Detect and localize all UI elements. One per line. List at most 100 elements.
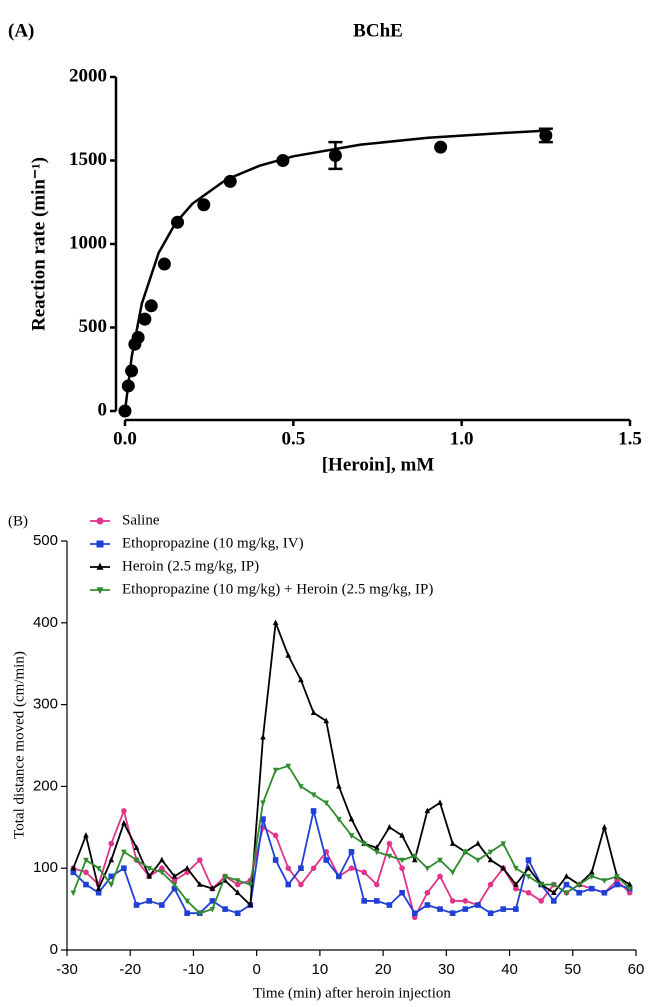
- marker: [298, 881, 304, 888]
- marker: [272, 857, 279, 863]
- marker: [576, 882, 582, 888]
- marker: [298, 865, 304, 871]
- y-tick-label: 1500: [69, 149, 107, 170]
- marker: [159, 865, 165, 871]
- legend-label: Heroin (2.5 mg/kg, IP): [122, 558, 259, 574]
- marker: [551, 898, 557, 904]
- marker: [171, 882, 178, 888]
- marker: [260, 800, 266, 807]
- marker: [285, 763, 292, 770]
- marker: [83, 881, 89, 888]
- marker: [348, 833, 355, 839]
- x-tick-label: 60: [628, 961, 645, 978]
- marker: [588, 874, 595, 880]
- marker: [462, 906, 469, 912]
- x-tick-label: 30: [438, 961, 455, 978]
- marker: [146, 865, 152, 872]
- marker: [144, 299, 158, 313]
- marker: [234, 910, 241, 916]
- marker: [272, 767, 279, 774]
- marker: [614, 881, 620, 888]
- marker: [487, 849, 494, 856]
- marker: [70, 869, 77, 876]
- y-tick-label: 400: [33, 614, 58, 631]
- marker: [285, 865, 292, 871]
- marker: [222, 874, 228, 880]
- marker: [159, 856, 165, 863]
- panel-label: (B): [8, 513, 28, 529]
- marker: [437, 857, 443, 864]
- marker: [348, 849, 355, 855]
- marker: [196, 857, 203, 863]
- marker: [121, 808, 127, 814]
- marker: [310, 792, 317, 798]
- marker: [133, 857, 140, 864]
- marker: [323, 857, 330, 863]
- marker: [626, 886, 633, 893]
- marker: [96, 562, 104, 570]
- marker: [272, 619, 279, 626]
- marker: [449, 870, 456, 876]
- marker: [449, 898, 456, 904]
- marker: [96, 540, 104, 548]
- marker: [487, 910, 494, 916]
- marker: [348, 865, 355, 871]
- marker: [285, 881, 292, 888]
- marker: [223, 174, 237, 188]
- marker: [487, 856, 494, 863]
- y-tick-label: 0: [50, 941, 58, 958]
- marker: [563, 881, 570, 888]
- marker: [121, 865, 127, 871]
- marker: [95, 865, 102, 872]
- marker: [500, 841, 507, 848]
- marker: [449, 910, 456, 916]
- marker: [121, 849, 127, 856]
- marker: [310, 808, 317, 814]
- y-tick-label: 200: [33, 777, 58, 794]
- x-tick-label: 1.0: [450, 428, 474, 449]
- marker: [146, 898, 152, 904]
- marker: [475, 902, 481, 908]
- marker: [361, 841, 367, 848]
- marker: [184, 864, 190, 871]
- marker: [513, 885, 519, 892]
- marker: [234, 889, 241, 895]
- y-tick-label: 500: [33, 532, 58, 549]
- marker: [525, 874, 532, 880]
- x-tick-label: 50: [564, 961, 581, 978]
- marker: [563, 890, 570, 897]
- marker: [276, 154, 290, 167]
- marker: [196, 910, 203, 917]
- marker: [373, 881, 380, 888]
- marker: [500, 906, 507, 912]
- marker: [146, 873, 152, 879]
- series-line: [72, 622, 631, 907]
- marker: [434, 140, 448, 154]
- marker: [108, 882, 115, 888]
- marker: [386, 840, 393, 847]
- marker: [310, 865, 317, 871]
- marker: [513, 881, 519, 887]
- marker: [209, 898, 216, 904]
- x-tick-label: 20: [375, 961, 392, 978]
- marker: [260, 816, 266, 822]
- marker: [437, 799, 443, 805]
- marker: [601, 889, 608, 896]
- marker: [373, 898, 380, 904]
- marker: [399, 865, 405, 871]
- marker: [601, 878, 608, 884]
- marker: [272, 832, 279, 839]
- y-tick-label: 0: [98, 399, 108, 420]
- marker: [96, 587, 104, 595]
- chart-title: BChE: [353, 20, 403, 41]
- marker: [399, 857, 405, 864]
- marker: [121, 819, 127, 826]
- marker: [336, 873, 342, 880]
- x-axis-label: [Heroin], mM: [322, 454, 435, 475]
- marker: [551, 882, 557, 888]
- marker: [513, 865, 519, 872]
- marker: [83, 869, 89, 876]
- marker: [121, 379, 135, 393]
- marker: [125, 364, 139, 378]
